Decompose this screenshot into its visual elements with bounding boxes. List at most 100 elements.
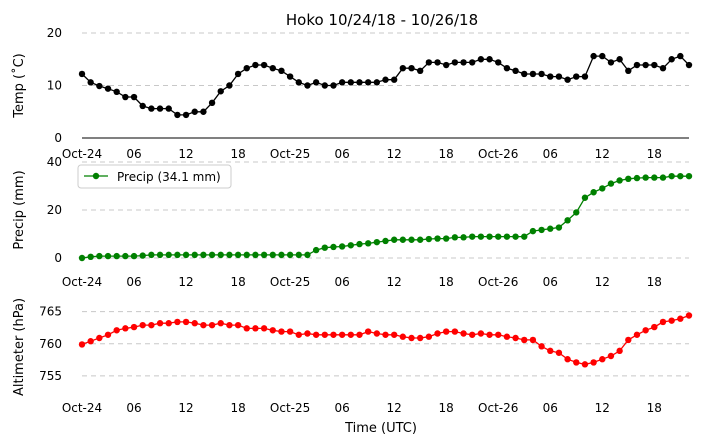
data-point — [338, 243, 346, 250]
data-point — [295, 251, 302, 259]
data-point — [356, 240, 363, 248]
data-point — [486, 331, 493, 338]
data-point — [260, 325, 268, 332]
data-point — [156, 251, 164, 259]
data-point — [486, 56, 493, 63]
data-point — [347, 242, 355, 249]
data-point — [269, 251, 276, 259]
data-point — [416, 67, 424, 75]
data-point — [443, 235, 450, 242]
data-point — [495, 233, 502, 240]
data-point — [252, 325, 259, 332]
data-point — [226, 251, 233, 259]
x-tick-label: 12 — [387, 147, 402, 161]
data-point — [165, 320, 172, 327]
data-point — [651, 61, 658, 69]
data-point — [434, 59, 441, 66]
data-point — [659, 174, 667, 181]
data-point — [390, 236, 398, 243]
data-point — [521, 336, 528, 344]
chart-title: Hoko 10/24/18 - 10/26/18 — [286, 11, 478, 29]
data-point — [616, 177, 623, 184]
data-point — [564, 76, 571, 83]
data-point — [469, 331, 476, 338]
data-point — [130, 93, 138, 101]
data-point — [217, 251, 224, 259]
x-tick-label: 06 — [126, 401, 141, 415]
data-point — [434, 235, 441, 242]
data-point — [174, 251, 181, 259]
data-point — [416, 334, 424, 342]
y-tick-label: 0 — [54, 131, 62, 145]
data-point — [122, 252, 129, 260]
data-point — [547, 225, 554, 232]
data-point — [148, 105, 155, 112]
data-point — [286, 73, 294, 80]
data-point — [451, 59, 459, 66]
data-point — [156, 105, 164, 112]
x-tick-label: 12 — [595, 147, 610, 161]
data-point — [477, 330, 485, 337]
y-tick-label: 20 — [47, 203, 62, 217]
x-tick-label: 12 — [387, 401, 402, 415]
chart-panels: 0 10 20 Oct-24 06 12 18 Oct-25 06 12 18 Oct-26 06 12 1… — [11, 26, 693, 415]
x-tick-label: Oct-26 — [478, 275, 518, 289]
data-point — [165, 251, 172, 259]
data-point — [252, 251, 259, 259]
y-tick-label: 0 — [54, 251, 62, 265]
x-tick-label: 06 — [543, 401, 558, 415]
data-point — [469, 233, 476, 240]
data-point — [191, 320, 198, 327]
y-tick-label: 40 — [47, 155, 62, 169]
data-point — [677, 315, 684, 322]
data-point — [590, 189, 597, 196]
data-point — [78, 341, 86, 348]
data-point — [451, 234, 459, 241]
data-point — [130, 323, 138, 331]
data-point — [278, 251, 285, 259]
x-tick-label: 18 — [439, 147, 454, 161]
x-tick-label: 18 — [647, 147, 662, 161]
legend-frame — [77, 164, 232, 189]
x-tick-label: Oct-25 — [270, 147, 310, 161]
data-point — [538, 226, 545, 234]
data-point — [182, 318, 190, 326]
data-point — [503, 233, 511, 240]
data-point — [451, 328, 459, 335]
data-point — [295, 331, 302, 338]
data-point — [503, 64, 511, 72]
data-point — [564, 217, 571, 224]
x-tick-label: Oct-24 — [62, 147, 102, 161]
data-point — [122, 93, 129, 101]
data-point — [96, 252, 103, 260]
data-point — [330, 243, 337, 251]
data-point — [104, 85, 112, 92]
data-point — [581, 361, 589, 368]
x-tick-label: Oct-26 — [478, 147, 518, 161]
data-point — [113, 252, 120, 260]
data-point — [651, 323, 658, 331]
data-point — [191, 108, 198, 115]
x-tick-label: 18 — [439, 275, 454, 289]
x-tick-label: 06 — [335, 401, 350, 415]
data-point — [382, 331, 389, 338]
data-point — [599, 52, 606, 60]
y-axis-label: Precip (mm) — [12, 170, 27, 249]
data-point — [304, 82, 311, 89]
data-point — [234, 251, 242, 259]
data-point — [156, 320, 164, 327]
data-point — [633, 331, 641, 338]
data-point — [312, 79, 320, 86]
data-point — [425, 59, 433, 66]
data-point — [399, 236, 407, 243]
series-line — [81, 314, 690, 366]
data-point — [312, 246, 320, 254]
data-point — [208, 251, 216, 259]
data-point — [373, 238, 381, 246]
data-point — [633, 174, 641, 182]
data-point — [607, 180, 615, 187]
data-point — [382, 76, 389, 83]
data-point — [416, 236, 424, 243]
data-point — [529, 227, 537, 235]
data-point — [590, 359, 597, 366]
